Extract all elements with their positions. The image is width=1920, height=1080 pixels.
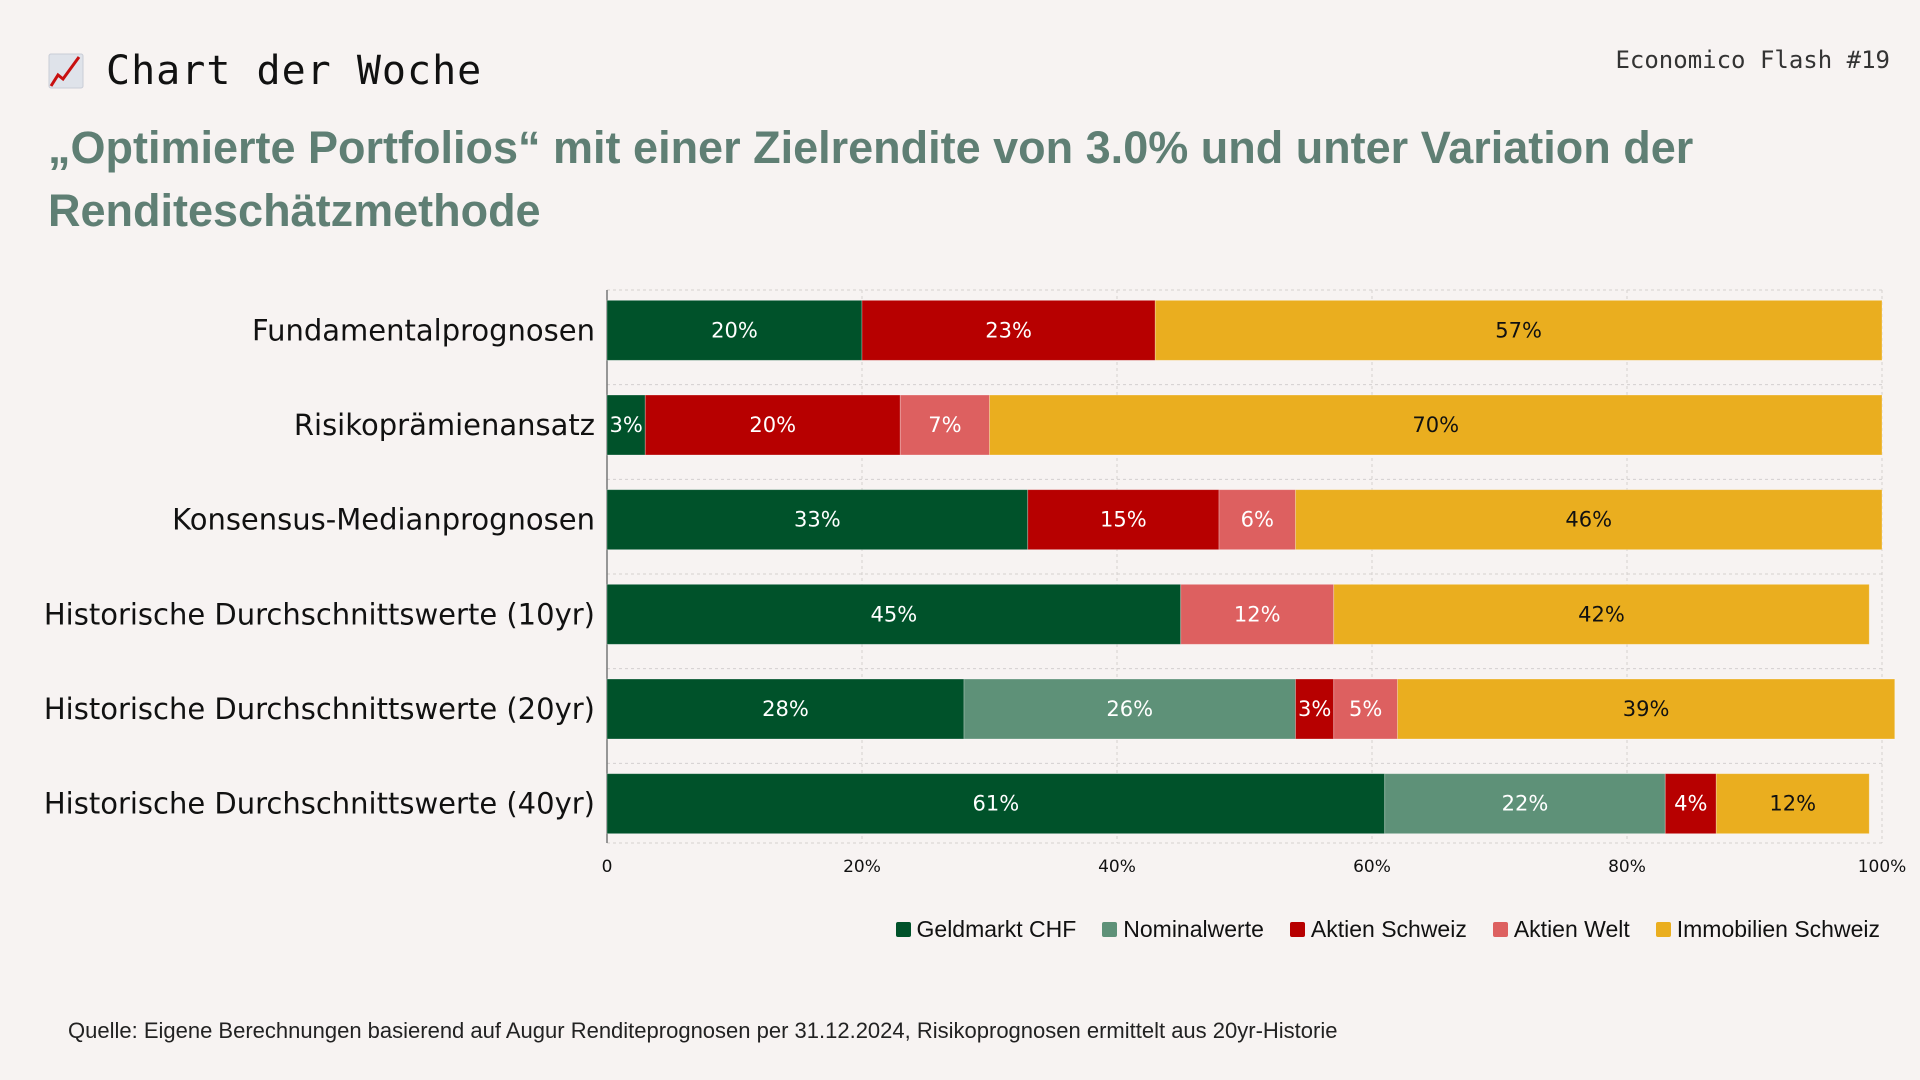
legend-item: Immobilien Schweiz	[1655, 916, 1880, 943]
bar-segment	[899, 394, 990, 456]
bar-value-label: 46%	[1565, 508, 1612, 532]
legend-label: Aktien Schweiz	[1310, 916, 1467, 942]
x-tick-label: 40%	[1098, 857, 1136, 877]
kicker: Chart der Woche	[48, 48, 482, 94]
bar-value-label: 12%	[1234, 602, 1281, 626]
legend-item: Aktien Schweiz	[1289, 916, 1467, 943]
category-label: Historische Durchschnittswerte (40yr)	[44, 787, 595, 821]
legend-item: Geldmarkt CHF	[895, 916, 1077, 943]
bar-value-label: 22%	[1502, 792, 1549, 816]
bar-value-label: 28%	[762, 697, 809, 721]
bar-segment	[606, 583, 1182, 645]
chart-title: „Optimierte Portfolios“ mit einer Zielre…	[48, 122, 1694, 236]
source-note: Quelle: Eigene Berechnungen basierend au…	[68, 1018, 1338, 1043]
bar-value-label: 7%	[928, 413, 961, 437]
bar-segment	[606, 678, 965, 740]
bar-segment	[1218, 489, 1296, 551]
bar-segment	[861, 299, 1156, 361]
legend-label: Aktien Welt	[1513, 916, 1630, 942]
bar-segment	[606, 394, 646, 456]
bar-segment	[963, 678, 1296, 740]
bar-segment	[1295, 678, 1335, 740]
bar-segment	[1027, 489, 1220, 551]
bar-value-label: 3%	[1298, 697, 1331, 721]
bar-value-label: 26%	[1106, 697, 1153, 721]
issue-label: Economico Flash #19	[1615, 46, 1890, 74]
stacked-bar-chart: 0 20% 40% 60% 80% 100% Fundamentalprognosen 20%…	[44, 289, 1907, 877]
bar-value-label: 39%	[1623, 697, 1670, 721]
bar-segment	[1397, 678, 1896, 740]
bar-segment	[1333, 583, 1870, 645]
bar-segment	[989, 394, 1883, 456]
bar-value-label: 23%	[985, 318, 1032, 342]
bar-value-label: 5%	[1349, 697, 1382, 721]
legend-label: Geldmarkt CHF	[916, 916, 1077, 942]
bar-segment	[606, 773, 1386, 835]
legend-item: Aktien Welt	[1492, 916, 1630, 943]
legend-label: Nominalwerte	[1123, 916, 1264, 942]
bar-value-label: 70%	[1412, 413, 1459, 437]
bar-segment	[1384, 773, 1666, 835]
bar-segment	[606, 489, 1029, 551]
x-tick-label: 20%	[843, 857, 881, 877]
legend-item: Nominalwerte	[1102, 916, 1264, 943]
legend-swatch	[1289, 922, 1305, 937]
bar-segment	[1333, 678, 1398, 740]
bar-value-label: 57%	[1495, 318, 1542, 342]
bar-value-label: 42%	[1578, 602, 1625, 626]
chart-increasing-icon	[48, 53, 84, 89]
category-label: Historische Durchschnittswerte (20yr)	[44, 692, 595, 726]
category-label: Risikoprämienansatz	[294, 408, 595, 442]
bar-segment	[644, 394, 901, 456]
x-tick-label: 0	[602, 857, 613, 877]
x-tick-label: 80%	[1608, 857, 1646, 877]
legend-swatch	[1492, 922, 1508, 937]
bar-value-label: 15%	[1100, 508, 1147, 532]
legend: Geldmarkt CHF Nominalwerte Aktien Schweiz A…	[895, 916, 1880, 943]
legend-swatch	[1655, 922, 1671, 937]
bar-value-label: 61%	[973, 792, 1020, 816]
bar-segment	[606, 299, 863, 361]
bar-value-label: 20%	[711, 318, 758, 342]
bar-segment	[1154, 299, 1883, 361]
legend-swatch	[1102, 922, 1118, 937]
kicker-text: Chart der Woche	[106, 48, 483, 94]
bar-value-label: 33%	[794, 508, 841, 532]
bar-value-label: 45%	[871, 602, 918, 626]
bar-value-label: 12%	[1769, 792, 1816, 816]
bar-segment	[1295, 489, 1883, 551]
bar-value-label: 6%	[1241, 508, 1274, 532]
bar-value-label: 20%	[749, 413, 796, 437]
x-tick-label: 60%	[1353, 857, 1391, 877]
category-label: Konsensus-Medianprognosen	[172, 503, 595, 537]
bar-segment	[1715, 773, 1870, 835]
legend-label: Immobilien Schweiz	[1676, 916, 1880, 942]
x-tick-label: 100%	[1858, 857, 1907, 877]
legend-swatch	[895, 922, 911, 937]
category-label: Fundamentalprognosen	[252, 313, 595, 347]
bar-value-label: 4%	[1674, 792, 1707, 816]
bar-value-label: 3%	[609, 413, 642, 437]
category-label: Historische Durchschnittswerte (10yr)	[44, 597, 595, 631]
